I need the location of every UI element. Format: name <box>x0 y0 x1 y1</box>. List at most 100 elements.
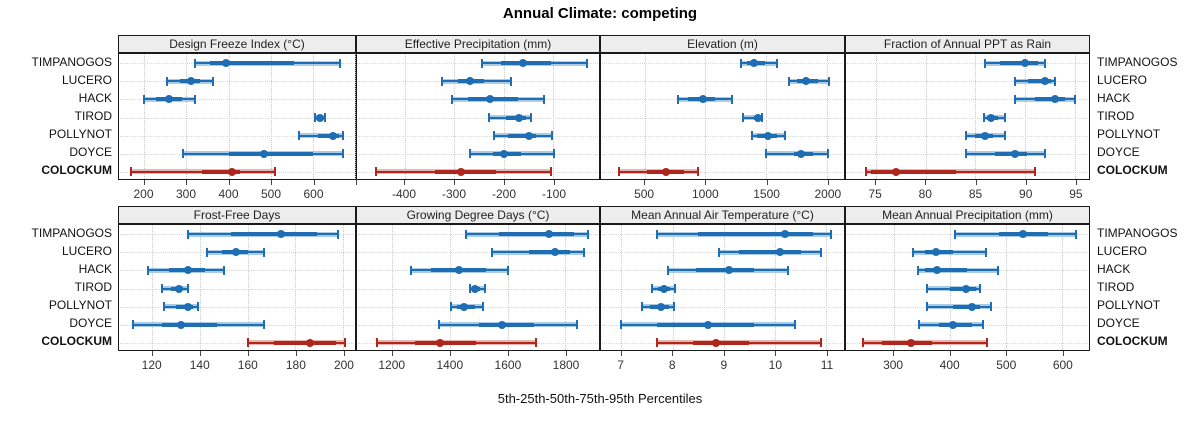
panel-effective-precipitation-mm <box>356 53 600 180</box>
axis-tick-label: 1400 <box>436 358 464 372</box>
panel-strip-frost-free-days: Frost-Free Days <box>118 206 356 224</box>
p5-cap <box>984 58 987 68</box>
p95-cap <box>697 167 700 177</box>
p25-p75-bar <box>1000 61 1039 66</box>
axis-tick-label: 1800 <box>552 358 580 372</box>
median-dot <box>750 59 759 68</box>
p25-p75-bar <box>698 232 814 237</box>
site-label-left: TIROD <box>74 109 112 123</box>
p95-cap <box>784 131 787 141</box>
p5-cap <box>441 76 444 86</box>
gridline <box>975 54 977 179</box>
axis-tick-label: 400 <box>218 187 239 201</box>
gridline <box>144 54 146 179</box>
p95-cap <box>342 131 345 141</box>
median-dot <box>329 131 338 140</box>
p5-cap <box>1014 94 1017 104</box>
row-guide <box>847 63 1088 65</box>
axis-tick-label: 200 <box>333 358 354 372</box>
p95-cap <box>989 302 992 312</box>
axis-tick-label: 95 <box>1069 187 1083 201</box>
axis-tick-label: 8 <box>668 358 676 372</box>
p95-cap <box>1044 149 1047 159</box>
p25-p75-bar <box>434 169 497 174</box>
gridline <box>1005 225 1007 350</box>
axis-tick <box>925 180 927 185</box>
panel-strip-elevation-m: Elevation (m) <box>600 35 845 53</box>
gridline <box>312 54 314 179</box>
p5-cap <box>964 131 967 141</box>
site-label-left: DOYCE <box>69 316 112 331</box>
axis-tick <box>454 180 455 185</box>
p95-cap <box>786 265 789 275</box>
p25-p75-bar <box>507 133 537 138</box>
axis-tick <box>875 180 877 185</box>
p5-cap <box>481 58 484 68</box>
gridline <box>565 225 567 350</box>
panel-mean-annual-precipitation-mm <box>845 224 1090 351</box>
p5-cap <box>926 284 929 293</box>
axis-tick <box>1062 351 1064 356</box>
axis-tick-label: 140 <box>189 358 210 372</box>
panel-strip-design-freeze-index-c: Design Freeze Index (°C) <box>118 35 356 53</box>
gridline <box>404 54 406 179</box>
p5-cap <box>618 167 621 177</box>
median-dot <box>712 338 721 347</box>
median-dot <box>545 230 554 239</box>
p95-cap <box>344 338 347 348</box>
p5-cap <box>246 338 249 348</box>
row-guide <box>847 117 1088 119</box>
median-dot <box>699 95 708 104</box>
median-dot <box>754 113 763 122</box>
p95-cap <box>1075 229 1078 239</box>
gridline <box>925 54 927 179</box>
axis-tick <box>504 180 505 185</box>
axis-tick <box>1075 180 1077 185</box>
median-dot <box>931 248 940 257</box>
axis-tick-label: 1500 <box>753 187 780 201</box>
site-label-right: POLLYNOT <box>1097 298 1161 313</box>
p5-cap <box>916 265 919 275</box>
p95-cap <box>1074 94 1077 104</box>
axis-tick-label: 80 <box>918 187 932 201</box>
axis-tick-label: -100 <box>541 187 567 201</box>
p5-cap <box>861 338 864 348</box>
median-dot <box>1021 59 1030 68</box>
median-dot <box>933 266 942 275</box>
p5-cap <box>187 229 190 239</box>
p25-p75-bar <box>693 340 750 345</box>
p5-cap <box>163 302 166 312</box>
median-dot <box>471 284 480 293</box>
axis-tick-label: 9 <box>720 358 728 372</box>
row-guide <box>120 270 354 272</box>
axis-tick <box>893 351 895 356</box>
gridline <box>186 54 188 179</box>
row-guide <box>120 117 354 119</box>
p95-cap <box>542 94 545 104</box>
p95-cap <box>187 284 190 293</box>
median-dot <box>525 131 534 140</box>
axis-tick-label: -400 <box>391 187 417 201</box>
p95-cap <box>585 58 588 68</box>
site-label-right: LUCERO <box>1097 72 1148 87</box>
p5-cap <box>765 149 768 159</box>
gridline <box>454 54 456 179</box>
p95-cap <box>549 167 552 177</box>
p5-cap <box>926 302 929 312</box>
median-dot <box>764 131 773 140</box>
p95-cap <box>826 149 829 159</box>
axis-tick-label: 300 <box>175 187 197 201</box>
p95-cap <box>674 284 677 293</box>
p95-cap <box>510 76 513 86</box>
gridline <box>228 54 230 179</box>
site-label-left: POLLYNOT <box>48 298 112 313</box>
median-dot <box>305 338 314 347</box>
axis-tick-label: 1000 <box>691 187 719 201</box>
median-dot <box>659 284 668 293</box>
p5-cap <box>656 229 659 239</box>
median-dot <box>497 320 506 329</box>
axis-tick <box>356 180 357 185</box>
axis-tick <box>404 180 405 185</box>
panel-strip-growing-degree-days-c: Growing Degree Days (°C) <box>356 206 600 224</box>
p25-p75-bar <box>870 169 956 174</box>
